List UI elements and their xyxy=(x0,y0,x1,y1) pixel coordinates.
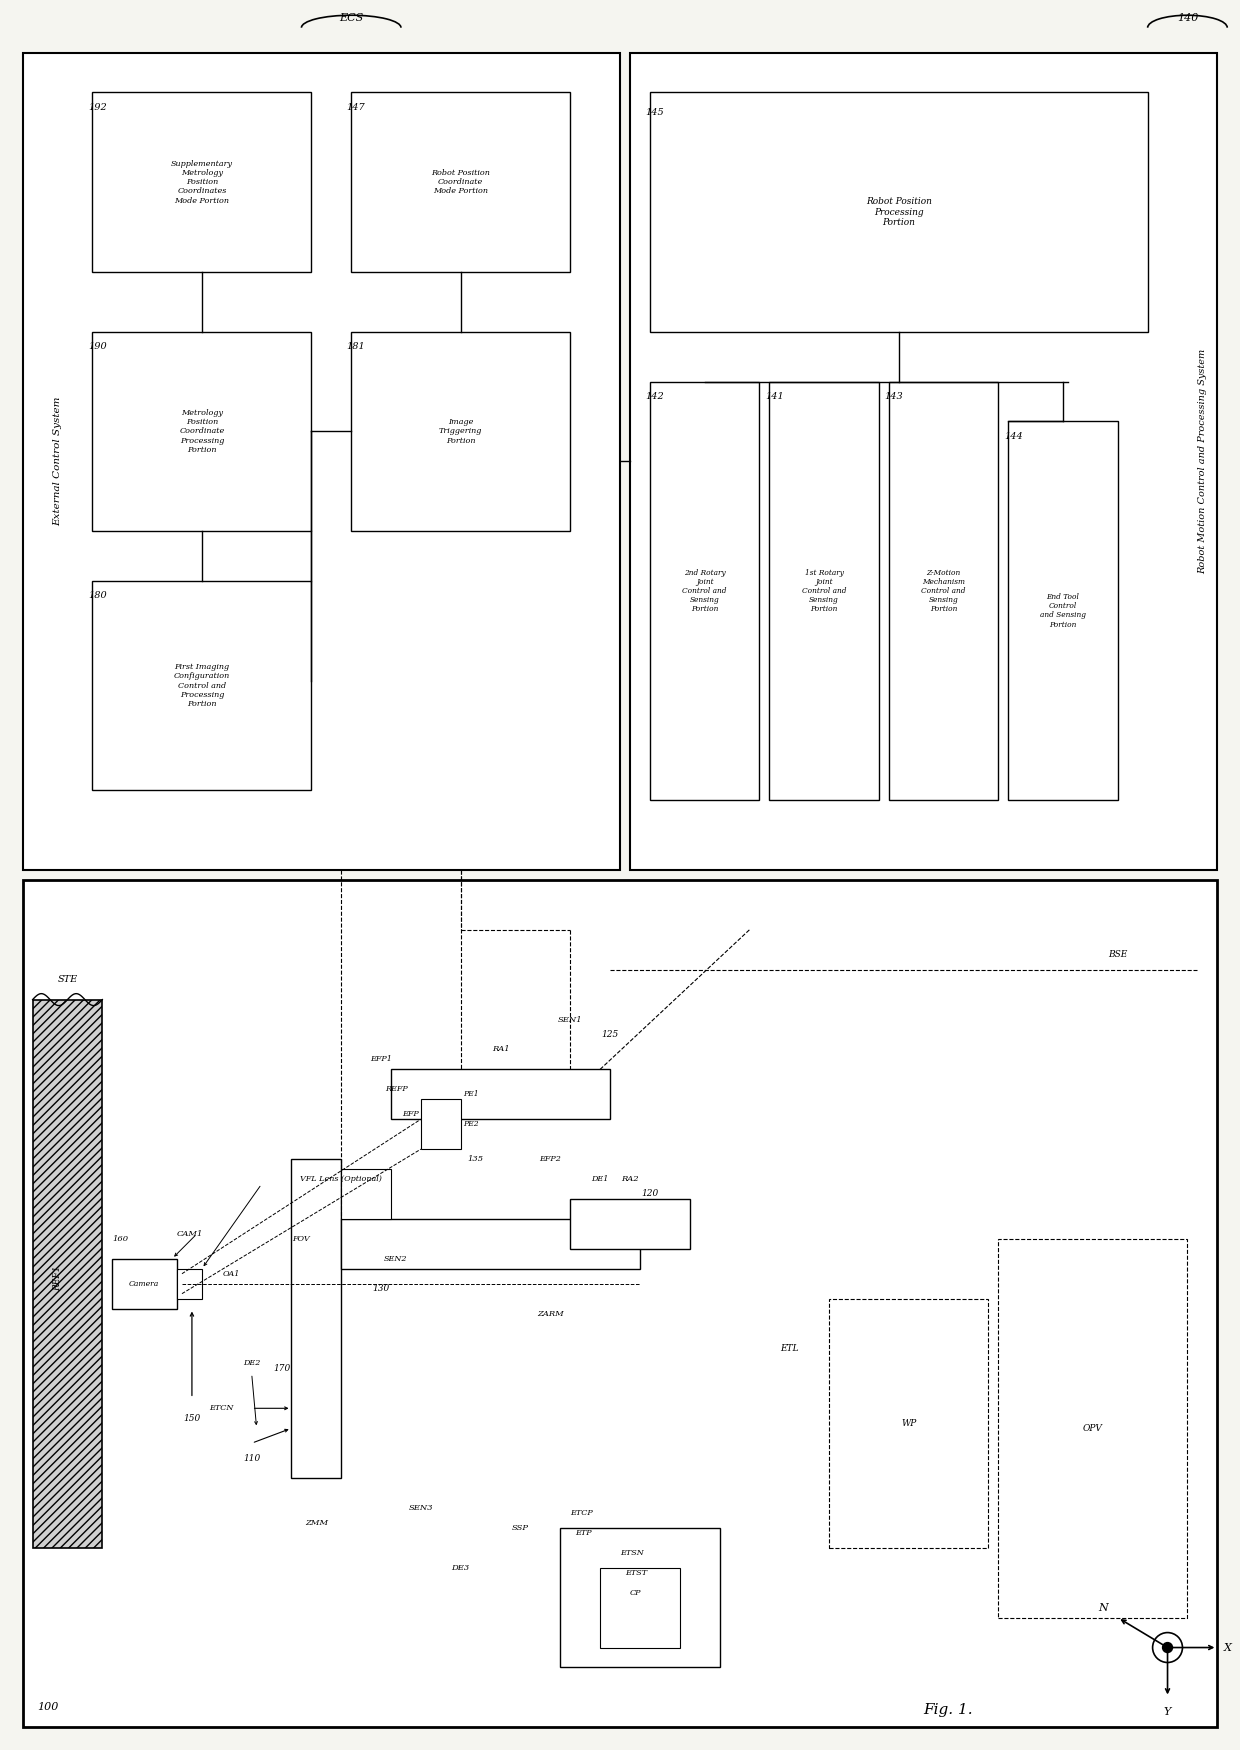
Text: ETCN: ETCN xyxy=(210,1404,234,1412)
Text: Fig. 1.: Fig. 1. xyxy=(924,1703,973,1717)
Text: 147: 147 xyxy=(347,103,366,112)
Bar xyxy=(92,93,311,271)
Text: 180: 180 xyxy=(88,592,107,600)
Text: REFP: REFP xyxy=(384,1085,408,1094)
Circle shape xyxy=(1163,1643,1173,1652)
Text: REF1: REF1 xyxy=(53,1265,62,1292)
Text: ZMM: ZMM xyxy=(305,1519,327,1528)
Text: Supplementary
Metrology
Position
Coordinates
Mode Portion: Supplementary Metrology Position Coordin… xyxy=(171,159,233,205)
Bar xyxy=(830,1298,988,1547)
Text: FOV: FOV xyxy=(293,1236,310,1242)
Text: 145: 145 xyxy=(646,108,665,117)
Text: ETSN: ETSN xyxy=(620,1549,644,1558)
Bar xyxy=(650,382,759,800)
Bar xyxy=(341,1220,640,1269)
Text: EFP2: EFP2 xyxy=(539,1155,562,1164)
Text: 170: 170 xyxy=(273,1363,290,1374)
Text: CAM1: CAM1 xyxy=(177,1230,203,1237)
Text: ZARM: ZARM xyxy=(537,1309,564,1318)
Text: 190: 190 xyxy=(88,343,107,352)
Text: WP: WP xyxy=(901,1419,916,1428)
Text: Y: Y xyxy=(1164,1708,1172,1717)
Text: 130: 130 xyxy=(372,1284,389,1293)
Text: 120: 120 xyxy=(641,1190,658,1199)
Bar xyxy=(22,880,1218,1727)
Bar xyxy=(630,52,1218,870)
Bar xyxy=(600,1568,680,1647)
Text: PE1: PE1 xyxy=(463,1090,479,1099)
Bar xyxy=(113,1258,177,1309)
Text: Robot Motion Control and Processing System: Robot Motion Control and Processing Syst… xyxy=(1198,348,1207,574)
Text: 140: 140 xyxy=(1177,12,1198,23)
Bar xyxy=(1008,422,1117,800)
Bar xyxy=(177,1269,202,1298)
Text: First Imaging
Configuration
Control and
Processing
Portion: First Imaging Configuration Control and … xyxy=(174,663,229,709)
Text: Z-Motion
Mechanism
Control and
Sensing
Portion: Z-Motion Mechanism Control and Sensing P… xyxy=(921,569,966,612)
Text: ECS: ECS xyxy=(339,12,363,23)
Text: SEN3: SEN3 xyxy=(409,1503,433,1512)
Text: OPV: OPV xyxy=(1083,1424,1102,1433)
Text: Robot Position
Processing
Portion: Robot Position Processing Portion xyxy=(866,198,931,228)
Text: SEN2: SEN2 xyxy=(384,1255,408,1264)
Bar xyxy=(650,93,1148,332)
Text: Image
Triggering
Portion: Image Triggering Portion xyxy=(439,418,482,444)
Text: End Tool
Control
and Sensing
Portion: End Tool Control and Sensing Portion xyxy=(1040,593,1086,628)
Bar xyxy=(351,332,570,530)
Bar xyxy=(998,1239,1188,1617)
Bar xyxy=(560,1528,719,1668)
Text: ETCP: ETCP xyxy=(570,1508,593,1517)
Text: BSE: BSE xyxy=(1109,950,1127,959)
Text: EFP: EFP xyxy=(403,1110,419,1118)
Text: ETST: ETST xyxy=(625,1568,647,1577)
Text: ETP: ETP xyxy=(575,1530,591,1536)
Bar xyxy=(351,93,570,271)
Text: X: X xyxy=(1224,1643,1231,1652)
Text: DE2: DE2 xyxy=(243,1360,260,1367)
Text: PE2: PE2 xyxy=(463,1120,479,1129)
Bar xyxy=(341,1169,391,1220)
Bar xyxy=(92,581,311,791)
Bar xyxy=(769,382,879,800)
Text: CP: CP xyxy=(630,1589,641,1596)
Text: External Control System: External Control System xyxy=(53,397,62,527)
Text: 135: 135 xyxy=(467,1155,484,1164)
Bar xyxy=(570,1199,689,1249)
Text: 100: 100 xyxy=(37,1703,60,1712)
Text: 141: 141 xyxy=(765,392,784,401)
Text: VFL Lens (Optional): VFL Lens (Optional) xyxy=(300,1174,382,1183)
Text: 110: 110 xyxy=(243,1454,260,1463)
Text: RA2: RA2 xyxy=(621,1174,639,1183)
Text: 143: 143 xyxy=(884,392,903,401)
Text: 192: 192 xyxy=(88,103,107,112)
Text: 160: 160 xyxy=(113,1236,129,1242)
Bar xyxy=(889,382,998,800)
Text: OA1: OA1 xyxy=(223,1270,241,1278)
Text: EFP1: EFP1 xyxy=(370,1055,392,1064)
Text: SSP: SSP xyxy=(512,1524,529,1531)
Text: DE3: DE3 xyxy=(451,1564,470,1572)
Text: STE: STE xyxy=(57,975,78,984)
Bar xyxy=(22,52,620,870)
Bar xyxy=(92,332,311,530)
Text: SEN1: SEN1 xyxy=(558,1015,583,1024)
Bar xyxy=(420,1099,461,1150)
Text: 150: 150 xyxy=(184,1414,201,1423)
Bar xyxy=(291,1158,341,1479)
Text: RA1: RA1 xyxy=(492,1045,510,1054)
Text: 125: 125 xyxy=(601,1031,619,1040)
Text: 2nd Rotary
Joint
Control and
Sensing
Portion: 2nd Rotary Joint Control and Sensing Por… xyxy=(682,569,727,612)
Text: Robot Position
Coordinate
Mode Portion: Robot Position Coordinate Mode Portion xyxy=(432,170,490,196)
Text: DE1: DE1 xyxy=(591,1174,609,1183)
Text: N: N xyxy=(1097,1603,1107,1614)
Text: Camera: Camera xyxy=(129,1279,159,1288)
Text: 1st Rotary
Joint
Control and
Sensing
Portion: 1st Rotary Joint Control and Sensing Por… xyxy=(802,569,847,612)
Text: 144: 144 xyxy=(1004,432,1023,441)
Text: Metrology
Position
Coordinate
Processing
Portion: Metrology Position Coordinate Processing… xyxy=(180,410,224,453)
Text: 181: 181 xyxy=(347,343,366,352)
Text: ETL: ETL xyxy=(780,1344,799,1353)
Bar xyxy=(32,999,103,1547)
Text: 142: 142 xyxy=(646,392,665,401)
Bar xyxy=(391,1069,610,1120)
